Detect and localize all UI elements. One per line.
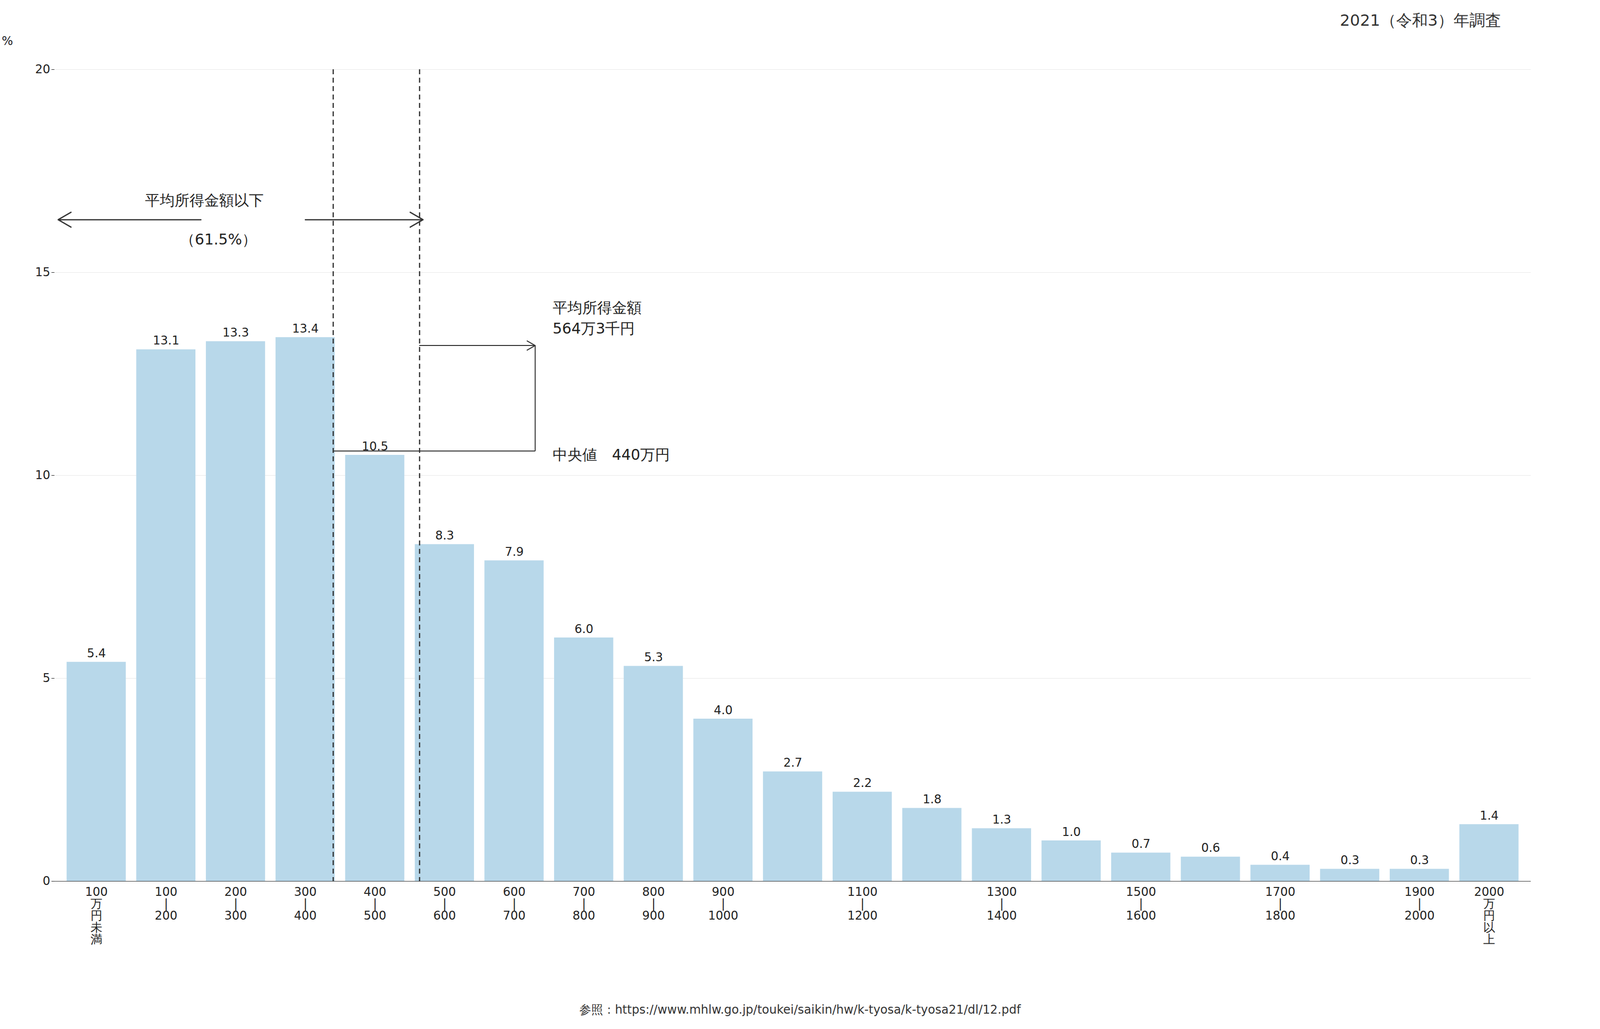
svg-text:平均所得金額564万3千円: 平均所得金額564万3千円 xyxy=(552,298,642,337)
svg-text:900|1000: 900|1000 xyxy=(707,884,739,923)
svg-text:2000万円以上: 2000万円以上 xyxy=(1474,884,1505,946)
svg-text:0.4: 0.4 xyxy=(1270,848,1290,863)
svg-text:7.9: 7.9 xyxy=(504,544,524,559)
svg-text:200|300: 200|300 xyxy=(224,884,248,923)
svg-text:20: 20 xyxy=(35,62,51,77)
svg-text:100|200: 100|200 xyxy=(154,884,178,923)
svg-text:2.2: 2.2 xyxy=(852,775,872,790)
svg-text:1.8: 1.8 xyxy=(922,792,942,806)
svg-text:13.4: 13.4 xyxy=(291,321,319,336)
svg-text:0.6: 0.6 xyxy=(1201,840,1221,855)
svg-text:1900|2000: 1900|2000 xyxy=(1404,884,1435,923)
html-text:2021（令和3）年調査: 2021（令和3）年調査 xyxy=(1339,10,1502,30)
svg-text:平均所得金額以下: 平均所得金額以下 xyxy=(144,191,264,209)
svg-text:800|900: 800|900 xyxy=(642,884,665,923)
svg-text:15: 15 xyxy=(35,265,51,280)
svg-text:6.0: 6.0 xyxy=(574,621,594,636)
svg-text:0.3: 0.3 xyxy=(1410,852,1429,867)
svg-text:100万円未満: 100万円未満 xyxy=(85,884,108,946)
svg-text:10: 10 xyxy=(35,468,51,482)
svg-text:（61.5%）: （61.5%） xyxy=(180,230,257,248)
svg-text:5: 5 xyxy=(42,670,50,685)
svg-text:1700|1800: 1700|1800 xyxy=(1265,884,1296,923)
svg-text:4.0: 4.0 xyxy=(713,703,733,717)
svg-text:5.3: 5.3 xyxy=(644,650,663,664)
svg-text:2.7: 2.7 xyxy=(783,755,802,770)
svg-text:1100|1200: 1100|1200 xyxy=(847,884,878,923)
svg-text:1500|1600: 1500|1600 xyxy=(1126,884,1157,923)
svg-text:中央値 440万円: 中央値 440万円 xyxy=(552,445,670,464)
svg-text:300|400: 300|400 xyxy=(293,884,317,923)
svg-text:8.3: 8.3 xyxy=(435,528,455,543)
svg-text:5.4: 5.4 xyxy=(87,646,106,660)
svg-text:1.4: 1.4 xyxy=(1479,808,1499,823)
svg-text:1300|1400: 1300|1400 xyxy=(986,884,1017,923)
svg-text:0: 0 xyxy=(42,873,50,888)
svg-text:0.7: 0.7 xyxy=(1131,836,1151,851)
svg-text:700|800: 700|800 xyxy=(572,884,596,923)
svg-text:13.3: 13.3 xyxy=(222,325,249,340)
svg-text:1.3: 1.3 xyxy=(992,812,1012,827)
svg-text:400|500: 400|500 xyxy=(363,884,387,923)
svg-text:13.1: 13.1 xyxy=(152,333,180,348)
svg-text:1.0: 1.0 xyxy=(1061,824,1081,839)
svg-text:600|700: 600|700 xyxy=(503,884,526,923)
html-text:参照：https://www.mhlw.go.jp/touk: 参照：https://www.mhlw.go.jp/toukei/saikin/… xyxy=(579,1002,1021,1017)
svg-text:500|600: 500|600 xyxy=(433,884,457,923)
svg-text:10.5: 10.5 xyxy=(361,439,389,453)
svg-text:%: % xyxy=(1,34,14,48)
svg-text:0.3: 0.3 xyxy=(1340,852,1360,867)
